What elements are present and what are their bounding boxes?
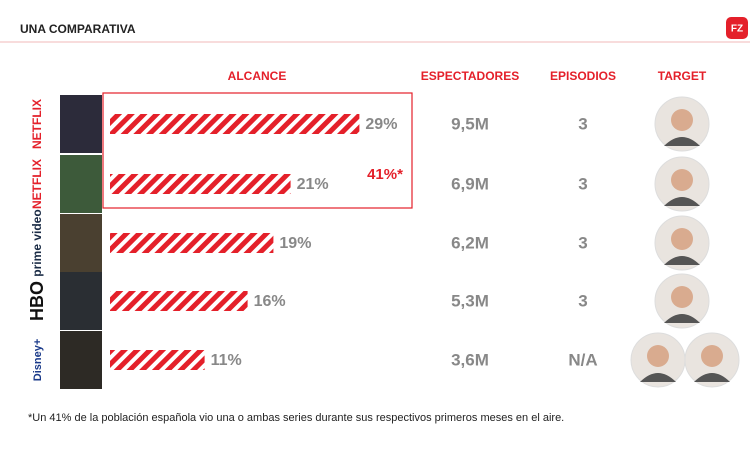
avatar-body [664, 256, 700, 265]
rows: NETFLIX 29% 9,5M 3 NETFLIX 21% 6,9M 3 prime vide… [27, 95, 740, 389]
column-header: ALCANCE [228, 69, 287, 83]
column-header: ESPECTADORES [421, 69, 519, 83]
bar [110, 114, 360, 134]
bar-label: 16% [254, 293, 286, 310]
bar [110, 350, 205, 370]
avatar-face [671, 109, 693, 131]
poster [60, 214, 102, 272]
bar-label: 11% [211, 352, 242, 369]
bar-label: 21% [297, 176, 329, 193]
platform-logo: HBO [27, 281, 47, 321]
title: UNA COMPARATIVA [20, 22, 136, 36]
avatar-body [664, 197, 700, 206]
episodes: 3 [578, 233, 587, 252]
poster [60, 272, 102, 330]
platform-logo: Disney+ [32, 339, 44, 382]
avatar-body [640, 373, 676, 382]
avatar-face [671, 228, 693, 250]
bar [110, 233, 274, 253]
avatar-body [694, 373, 730, 382]
column-header: EPISODIOS [550, 69, 616, 83]
bar [110, 174, 291, 194]
poster [60, 95, 102, 153]
platform-logo: prime video [30, 209, 44, 276]
footnote: *Un 41% de la población española vio una… [28, 412, 564, 424]
viewers: 5,3M [451, 291, 489, 310]
episodes: 3 [578, 114, 587, 133]
bar-label: 19% [279, 235, 311, 252]
poster [60, 331, 102, 389]
viewers: 6,9M [451, 174, 489, 193]
platform-logo: NETFLIX [30, 99, 44, 149]
badge-box [726, 17, 748, 39]
bar [110, 291, 248, 311]
avatar-face [647, 345, 669, 367]
platform-logo: NETFLIX [30, 159, 44, 209]
avatar-body [664, 314, 700, 323]
viewers: 3,6M [451, 350, 489, 369]
episodes: 3 [578, 174, 587, 193]
episodes: N/A [568, 350, 597, 369]
avatar-face [701, 345, 723, 367]
poster [60, 155, 102, 213]
viewers: 6,2M [451, 233, 489, 252]
combined-reach: 41%* [367, 166, 403, 183]
column-header: TARGET [658, 69, 707, 83]
badge: FZ [731, 24, 743, 35]
viewers: 9,5M [451, 114, 489, 133]
episodes: 3 [578, 291, 587, 310]
avatar-body [664, 137, 700, 146]
avatar-face [671, 286, 693, 308]
avatar-face [671, 169, 693, 191]
highlight-box [102, 92, 413, 209]
bar-label: 29% [365, 116, 397, 133]
